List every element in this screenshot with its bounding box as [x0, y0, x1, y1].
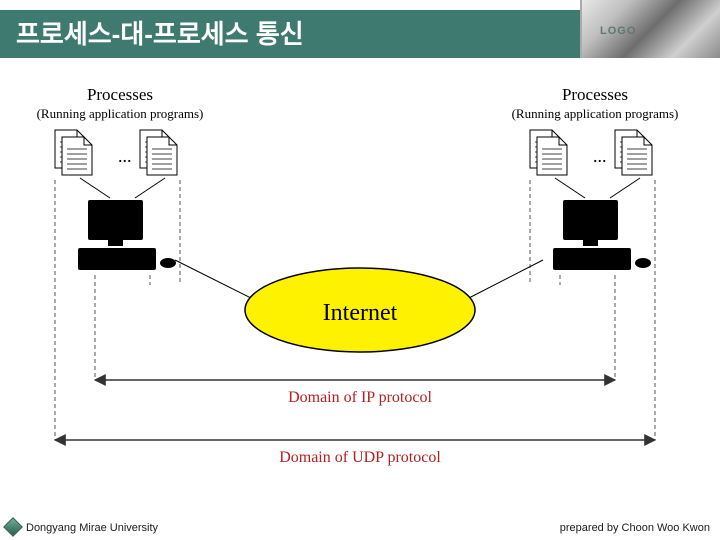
- left-processes-sub: (Running application programs): [37, 106, 204, 121]
- left-computer: [78, 200, 176, 270]
- footer-author: prepared by Choon Woo Kwon: [560, 522, 710, 534]
- left-doc-stack-2: [140, 130, 177, 175]
- right-ellipsis: ...: [593, 146, 607, 166]
- right-doc-stack-2: [615, 130, 652, 175]
- ip-domain-label: Domain of IP protocol: [288, 389, 432, 406]
- footer-bullet-icon: [3, 517, 23, 537]
- logo-text: LOGO: [600, 25, 636, 37]
- udp-domain-label: Domain of UDP protocol: [279, 449, 441, 466]
- left-doc-stack-1: [55, 130, 92, 175]
- slide-header: 프로세스-대-프로세스 통신 LOGO: [0, 0, 720, 58]
- left-ellipsis: ...: [118, 146, 132, 166]
- slide-footer: Dongyang Mirae University prepared by Ch…: [0, 512, 720, 540]
- internet-label: Internet: [323, 300, 398, 326]
- right-computer: [553, 200, 651, 270]
- right-processes-title: Processes: [562, 85, 628, 104]
- diagram-area: Processes (Running application programs)…: [0, 70, 720, 490]
- right-doc-stack-1: [530, 130, 567, 175]
- right-processes-sub: (Running application programs): [512, 106, 679, 121]
- slide-title: 프로세스-대-프로세스 통신: [16, 14, 304, 51]
- footer-university: Dongyang Mirae University: [26, 522, 158, 534]
- left-processes-title: Processes: [87, 85, 153, 104]
